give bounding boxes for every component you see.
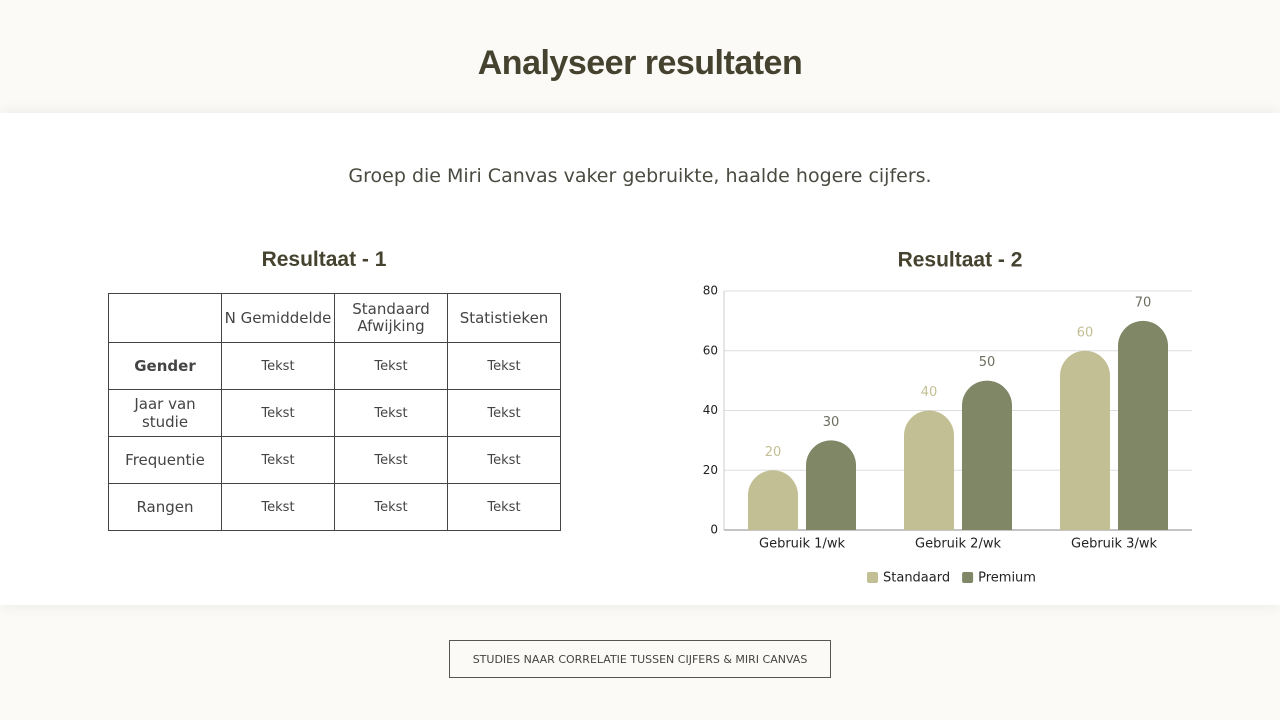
y-tick-label: 20 [703, 463, 718, 477]
y-tick-label: 40 [703, 403, 718, 417]
table-row: Frequentie Tekst Tekst Tekst [108, 436, 561, 484]
table-row: Jaar van studie Tekst Tekst Tekst [108, 389, 561, 437]
page-title: Analyseer resultaten [477, 44, 803, 82]
chart: Resultaat - 2 0 20 40 60 80 Gebruik 1/wk 20 30 G… [703, 249, 1192, 586]
legend-swatch [867, 572, 878, 583]
row-label: Jaar van studie [108, 389, 222, 437]
table-row: Rangen Tekst Tekst Tekst [108, 483, 561, 531]
footer-button[interactable]: STUDIES NAAR CORRELATIE TUSSEN CIJFERS &… [449, 640, 831, 678]
y-tick-label: 60 [703, 343, 718, 357]
chart-title: Resultaat - 2 [898, 249, 1023, 272]
table-cell: Tekst [334, 436, 448, 484]
value-label: 30 [823, 415, 840, 430]
table-cell: Tekst [334, 483, 448, 531]
bar [962, 380, 1012, 530]
bar [904, 410, 954, 530]
table: N Gemiddelde Standaard Afwijking Statistie… [108, 293, 561, 531]
table-row: Gender Tekst Tekst Tekst [108, 342, 561, 390]
header-cell: Standaard Afwijking [334, 293, 448, 343]
table-cell: Tekst [447, 436, 561, 484]
bar [748, 470, 798, 530]
header-cell: N Gemiddelde [221, 293, 335, 343]
subtitle: Groep die Miri Canvas vaker gebruikte, h… [348, 165, 932, 187]
value-label: 20 [765, 445, 782, 460]
value-label: 50 [979, 355, 996, 370]
legend-label: Standaard [883, 571, 950, 586]
corner-cell [108, 293, 222, 343]
bar [806, 440, 856, 530]
y-tick-label: 80 [703, 284, 718, 298]
value-label: 60 [1077, 325, 1094, 340]
header-cell: Statistieken [447, 293, 561, 343]
table-cell: Tekst [221, 483, 335, 531]
y-tick-label: 0 [710, 523, 718, 537]
table-cell: Tekst [334, 342, 448, 390]
x-tick-label: Gebruik 1/wk [759, 537, 845, 552]
legend-label: Premium [978, 571, 1036, 586]
table-cell: Tekst [334, 389, 448, 437]
legend-swatch [962, 572, 974, 583]
panel: Groep die Miri Canvas vaker gebruikte, h… [0, 113, 1280, 605]
row-label: Rangen [108, 483, 222, 531]
x-tick-label: Gebruik 2/wk [915, 537, 1001, 552]
table-cell: Tekst [447, 389, 561, 437]
table-title: Resultaat - 1 [261, 248, 387, 271]
table-cell: Tekst [447, 342, 561, 390]
row-label: Frequentie [108, 436, 222, 484]
table-cell: Tekst [221, 342, 335, 390]
row-label: Gender [108, 342, 222, 390]
value-label: 40 [921, 385, 938, 400]
x-tick-label: Gebruik 3/wk [1071, 537, 1157, 552]
header-row: N Gemiddelde Standaard Afwijking Statistie… [108, 293, 561, 343]
value-label: 70 [1135, 295, 1152, 310]
bar [1118, 320, 1168, 530]
bar [1060, 350, 1110, 530]
table-cell: Tekst [447, 483, 561, 531]
